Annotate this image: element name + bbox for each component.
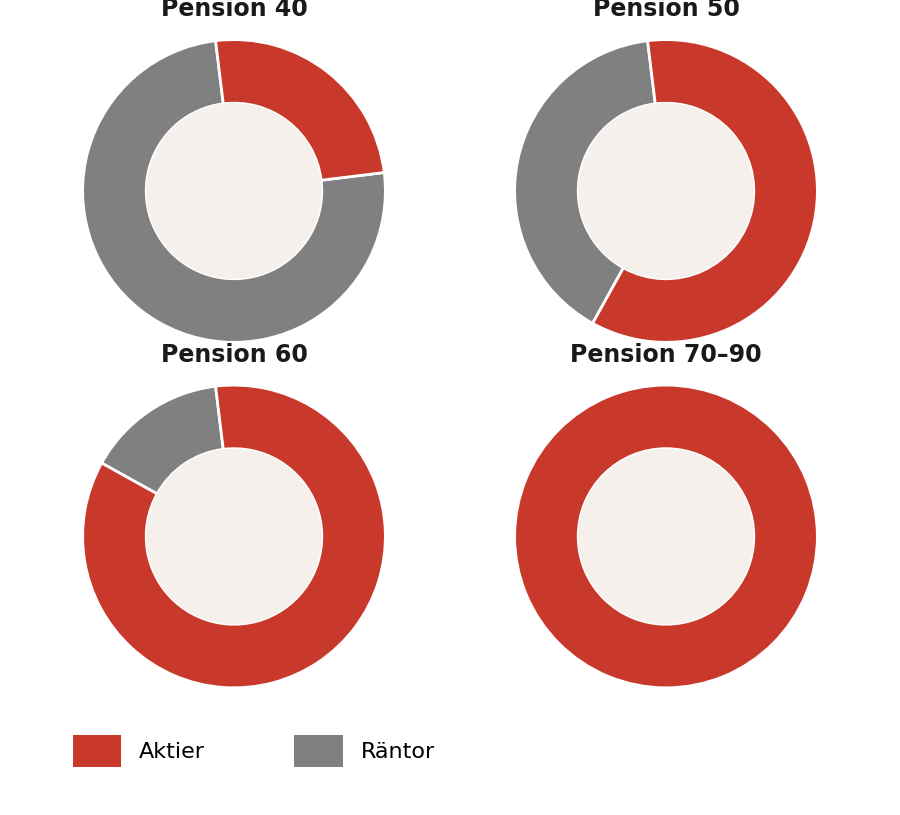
Wedge shape — [216, 40, 384, 180]
Wedge shape — [592, 40, 817, 342]
Wedge shape — [515, 385, 817, 688]
Wedge shape — [83, 41, 385, 342]
Title: Pension 40: Pension 40 — [160, 0, 308, 21]
Circle shape — [147, 449, 321, 623]
Circle shape — [579, 449, 753, 623]
Legend: Aktier, Räntor: Aktier, Räntor — [64, 726, 444, 776]
Wedge shape — [102, 386, 223, 494]
Title: Pension 70–90: Pension 70–90 — [571, 342, 761, 367]
Circle shape — [579, 104, 753, 278]
Wedge shape — [515, 41, 655, 324]
Title: Pension 60: Pension 60 — [160, 342, 308, 367]
Circle shape — [147, 104, 321, 278]
Wedge shape — [83, 385, 385, 688]
Title: Pension 50: Pension 50 — [592, 0, 740, 21]
